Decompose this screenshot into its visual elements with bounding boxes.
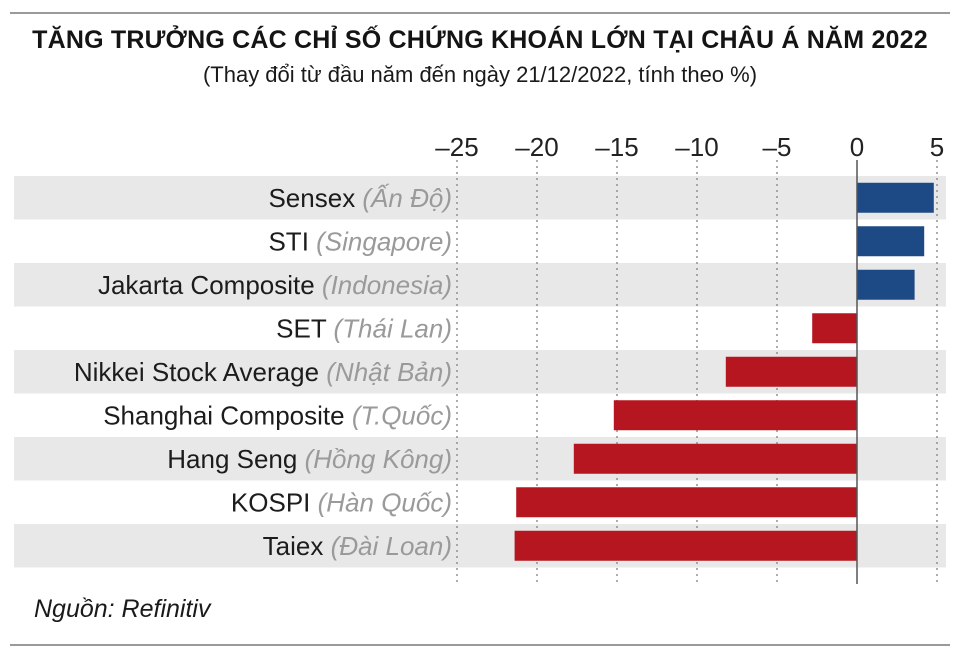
chart-title: TĂNG TRƯỞNG CÁC CHỈ SỐ CHỨNG KHOÁN LỚN T… <box>32 26 928 54</box>
category-name: Sensex <box>268 183 362 213</box>
bar <box>613 400 857 431</box>
bar <box>857 182 934 213</box>
category-label: Taiex (Đài Loan) <box>263 531 452 561</box>
category-country: (T.Quốc) <box>352 400 452 430</box>
category-country: (Hàn Quốc) <box>318 487 452 517</box>
category-label: KOSPI (Hàn Quốc) <box>231 487 452 517</box>
category-label: Jakarta Composite (Indonesia) <box>98 270 452 300</box>
bottom-rule <box>10 644 950 646</box>
category-name: Jakarta Composite <box>98 270 322 300</box>
x-tick-label: –10 <box>675 132 718 162</box>
category-name: Taiex <box>263 531 331 561</box>
x-tick-label: –25 <box>435 132 478 162</box>
x-tick-label: –15 <box>595 132 638 162</box>
x-tick-label: 0 <box>850 132 864 162</box>
category-label: Shanghai Composite (T.Quốc) <box>103 400 452 430</box>
x-tick-label: –5 <box>763 132 792 162</box>
category-label: SET (Thái Lan) <box>276 313 452 343</box>
category-country: (Đài Loan) <box>331 531 452 561</box>
category-label: Nikkei Stock Average (Nhật Bản) <box>74 357 452 387</box>
bar <box>725 356 857 387</box>
category-label: Hang Seng (Hồng Kông) <box>167 444 452 474</box>
bar <box>516 487 857 518</box>
category-country: (Nhật Bản) <box>326 357 452 387</box>
category-label: STI (Singapore) <box>268 226 452 256</box>
bar <box>857 226 925 257</box>
bar <box>573 443 857 474</box>
row-band <box>14 176 946 220</box>
category-name: Nikkei Stock Average <box>74 357 326 387</box>
category-name: Hang Seng <box>167 444 304 474</box>
top-rule <box>10 12 950 14</box>
bar <box>812 313 857 344</box>
x-tick-label: –20 <box>515 132 558 162</box>
category-name: STI <box>268 226 316 256</box>
category-name: KOSPI <box>231 487 318 517</box>
category-country: (Hồng Kông) <box>305 444 452 474</box>
category-country: (Singapore) <box>316 226 452 256</box>
bar <box>514 530 857 561</box>
source-note: Nguồn: Refinitiv <box>34 595 211 623</box>
category-name: SET <box>276 313 333 343</box>
category-label: Sensex (Ấn Độ) <box>268 183 452 213</box>
category-country: (Thái Lan) <box>334 313 453 343</box>
x-tick-label: 5 <box>930 132 944 162</box>
row-band <box>14 263 946 307</box>
bar <box>857 269 915 300</box>
category-country: (Ấn Độ) <box>362 183 452 213</box>
chart-subtitle: (Thay đổi từ đầu năm đến ngày 21/12/2022… <box>202 62 758 87</box>
category-country: (Indonesia) <box>322 270 452 300</box>
category-name: Shanghai Composite <box>103 400 352 430</box>
